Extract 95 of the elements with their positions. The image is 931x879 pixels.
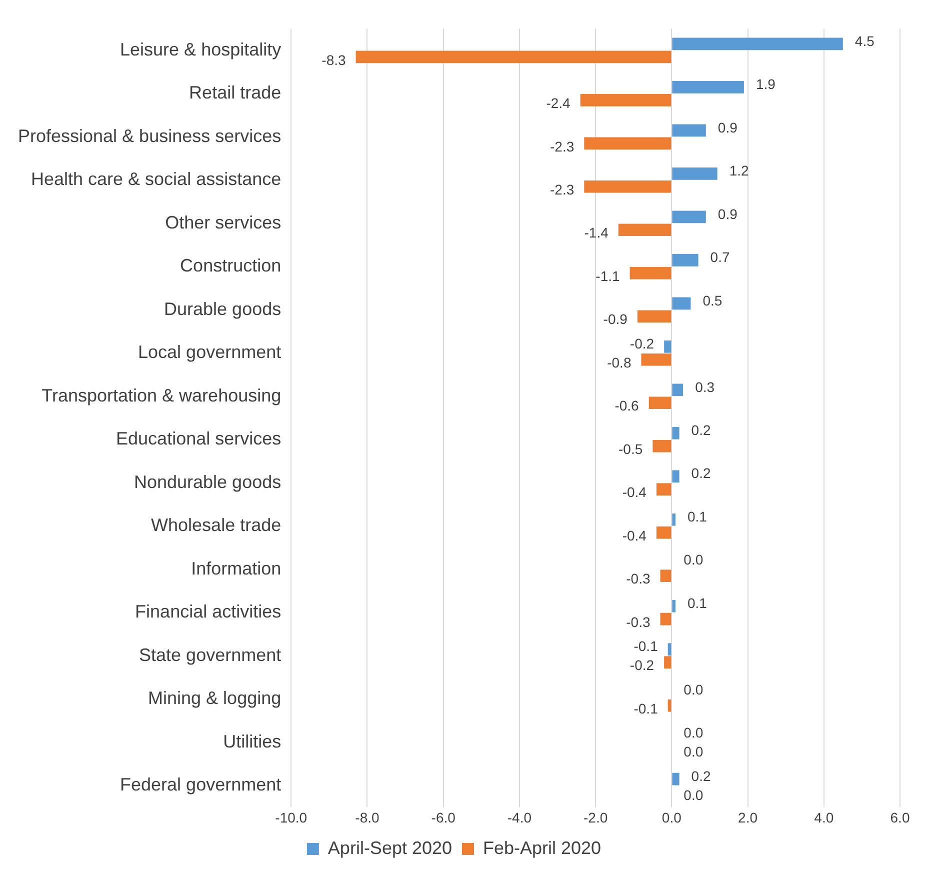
data-label: 0.7 [710,249,730,266]
data-label: 0.5 [702,292,722,308]
bar [672,124,706,137]
data-label: 0.0 [684,681,704,698]
data-label: 0.0 [684,552,704,568]
y-tick-label: State government [139,644,282,665]
bar [672,297,691,310]
y-tick-label: Nondurable goods [134,472,282,492]
y-tick-label: Retail trade [189,82,282,103]
x-tick-label: 2.0 [738,809,758,826]
data-label: -0.4 [622,527,647,544]
y-tick-label: Educational services [116,428,282,449]
data-label: 1.9 [756,76,776,92]
y-tick-label: Mining & logging [148,688,282,708]
bar [672,600,676,612]
bar [584,137,672,150]
y-tick-label: Leisure & hospitality [120,39,282,60]
bar [618,224,672,236]
data-label: -0.2 [630,657,654,674]
y-tick-label: Construction [180,256,282,276]
data-label: 0.2 [691,768,711,784]
bar [672,81,744,94]
data-label: -0.5 [618,440,643,457]
data-label: 0.9 [718,206,738,222]
bar [668,643,672,656]
data-label: 1.2 [729,162,750,179]
data-label: 0.2 [691,465,711,482]
data-label: -0.6 [614,398,640,414]
y-tick-label: Professional & business services [18,126,282,146]
bar [672,168,718,180]
bar [672,513,676,526]
data-label: -0.8 [607,354,632,370]
bar [672,470,680,483]
bar [356,50,672,64]
x-tick-label: -10.0 [275,809,308,826]
bar [664,656,672,668]
bar [648,396,672,410]
legend-label: Feb-April 2020 [483,838,602,858]
y-tick-label: Transportation & warehousing [42,385,282,406]
data-label: -0.1 [634,700,658,716]
bar [630,266,672,280]
bar [664,340,672,353]
data-label: -8.3 [322,52,346,68]
y-tick-label: Information [191,558,282,578]
x-tick-label: -4.0 [507,809,532,826]
data-label: -0.2 [630,336,654,352]
x-tick-label: 6.0 [890,809,910,826]
data-label: -1.4 [584,224,609,241]
y-tick-label: Utilities [223,731,282,752]
data-label: -1.1 [596,268,620,284]
bar [672,254,698,266]
x-tick-label: 0.0 [662,809,682,826]
data-label: -0.9 [603,311,628,328]
x-tick-label: -8.0 [355,809,380,826]
data-label: -2.4 [546,95,571,112]
data-label: -0.3 [626,614,650,630]
y-tick-label: Durable goods [164,298,282,319]
y-tick-label: Financial activities [135,602,282,622]
data-label: 0.9 [718,119,738,136]
bar [672,384,684,396]
data-label: 4.5 [854,32,875,49]
bar [672,426,680,440]
bar [584,180,672,193]
data-label: -0.1 [634,638,658,654]
bar [652,440,672,452]
bar [641,353,672,366]
bar [672,210,706,224]
data-label: 0.2 [691,422,711,438]
y-tick-label: Federal government [120,774,282,795]
bar [672,38,843,50]
legend-label: April-Sept 2020 [328,838,452,858]
x-tick-label: 4.0 [814,809,834,826]
x-tick-label: -2.0 [583,809,608,826]
data-label: -2.3 [550,138,574,154]
data-label: -0.3 [626,570,650,587]
bar [660,612,672,626]
bar [660,570,672,582]
data-label: 0.0 [684,724,704,741]
bar [672,772,680,786]
data-label: 0.0 [684,744,704,760]
data-label: -0.4 [622,484,647,500]
bar [580,94,672,106]
data-label: 0.3 [695,378,715,395]
y-tick-label: Wholesale trade [151,515,282,536]
y-tick-label: Local government [138,342,282,362]
bar [637,310,672,323]
x-tick-label: -6.0 [431,809,456,826]
data-label: 0.1 [687,594,708,611]
data-label: -2.3 [550,182,574,198]
bar [656,483,672,496]
y-tick-label: Other services [165,212,282,232]
y-tick-label: Health care & social assistance [30,169,282,190]
data-label: 0.0 [684,786,704,803]
bar [656,526,672,539]
data-label: 0.1 [687,508,708,524]
